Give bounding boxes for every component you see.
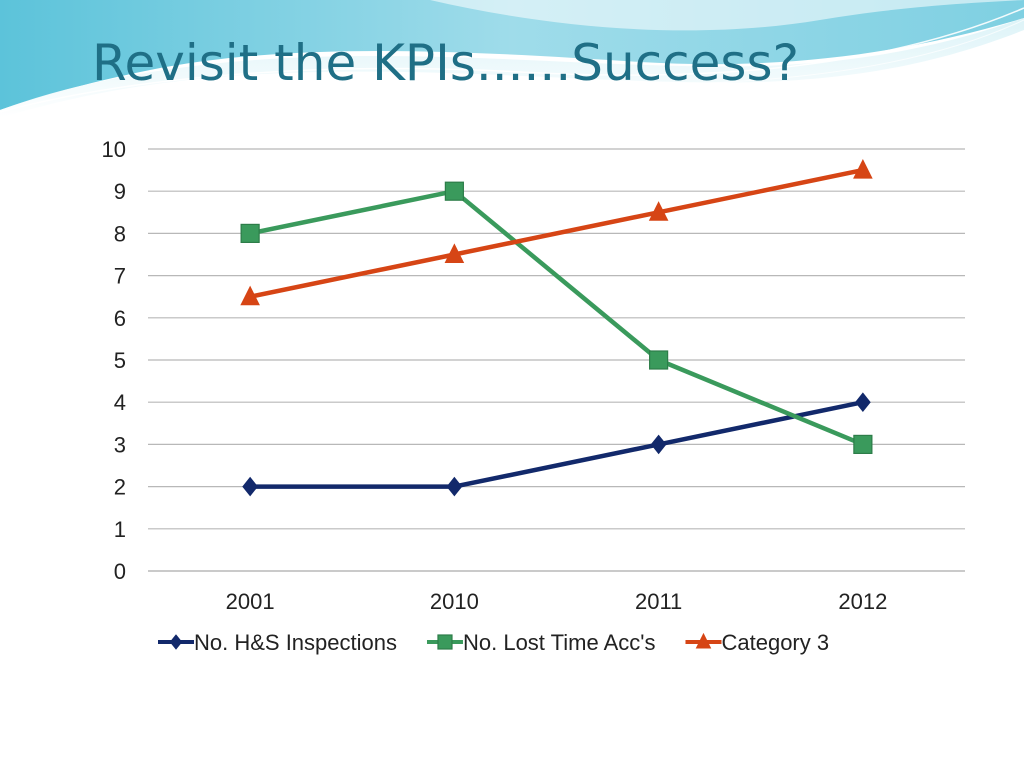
y-tick-label: 6 [114,306,126,331]
data-point-triangle [853,158,873,179]
y-tick-label: 3 [114,432,126,457]
data-point-triangle [444,243,465,263]
y-tick-label: 1 [114,517,126,542]
legend-item: No. H&S Inspections [158,630,397,655]
series-1 [240,181,873,454]
slide-title: Revisit the KPIs......Success? [92,34,800,92]
data-point-diamond [650,434,667,455]
series-line [247,167,866,299]
data-point-diamond [855,392,871,413]
y-tick-label: 9 [114,179,126,204]
data-point-square [444,181,464,201]
y-tick-label: 2 [114,475,126,500]
data-point-square [853,434,873,454]
legend-item: Category 3 [685,630,829,655]
x-tick-label: 2010 [430,589,479,614]
y-tick-label: 10 [102,137,126,162]
legend-label: No. Lost Time Acc's [463,630,656,655]
data-point-diamond [446,476,463,497]
legend-label: No. H&S Inspections [194,630,397,655]
header-wave-banner [0,0,1024,119]
legend: No. H&S Inspections No. Lost Time Acc's Ca… [158,630,829,655]
x-tick-label: 2011 [635,589,682,614]
y-tick-label: 5 [114,348,126,373]
x-axis-tick-labels: 2001 2010 2011 2012 [226,589,888,614]
data-point-square [240,223,260,243]
data-point-triangle [240,285,260,306]
data-point-square [649,350,669,370]
legend-label: Category 3 [721,630,829,655]
x-tick-label: 2001 [226,589,275,614]
series-lines [240,158,873,497]
legend-marker-triangle [695,632,712,649]
legend-item: No. Lost Time Acc's [426,630,656,655]
y-tick-label: 0 [114,559,126,584]
x-tick-label: 2012 [838,589,887,614]
legend-marker-square [437,634,453,650]
series-line [247,188,866,447]
y-axis-tick-labels: 0 1 2 3 4 5 6 7 8 9 10 [102,137,126,584]
data-point-triangle [648,201,669,221]
series-0 [242,392,871,497]
gridlines [148,148,965,572]
y-tick-label: 7 [114,264,126,289]
y-tick-label: 4 [114,390,126,415]
legend-marker-diamond [169,634,183,650]
data-point-diamond [242,476,258,497]
series-line [247,399,866,489]
series-2 [240,158,873,306]
y-tick-label: 8 [114,221,126,246]
